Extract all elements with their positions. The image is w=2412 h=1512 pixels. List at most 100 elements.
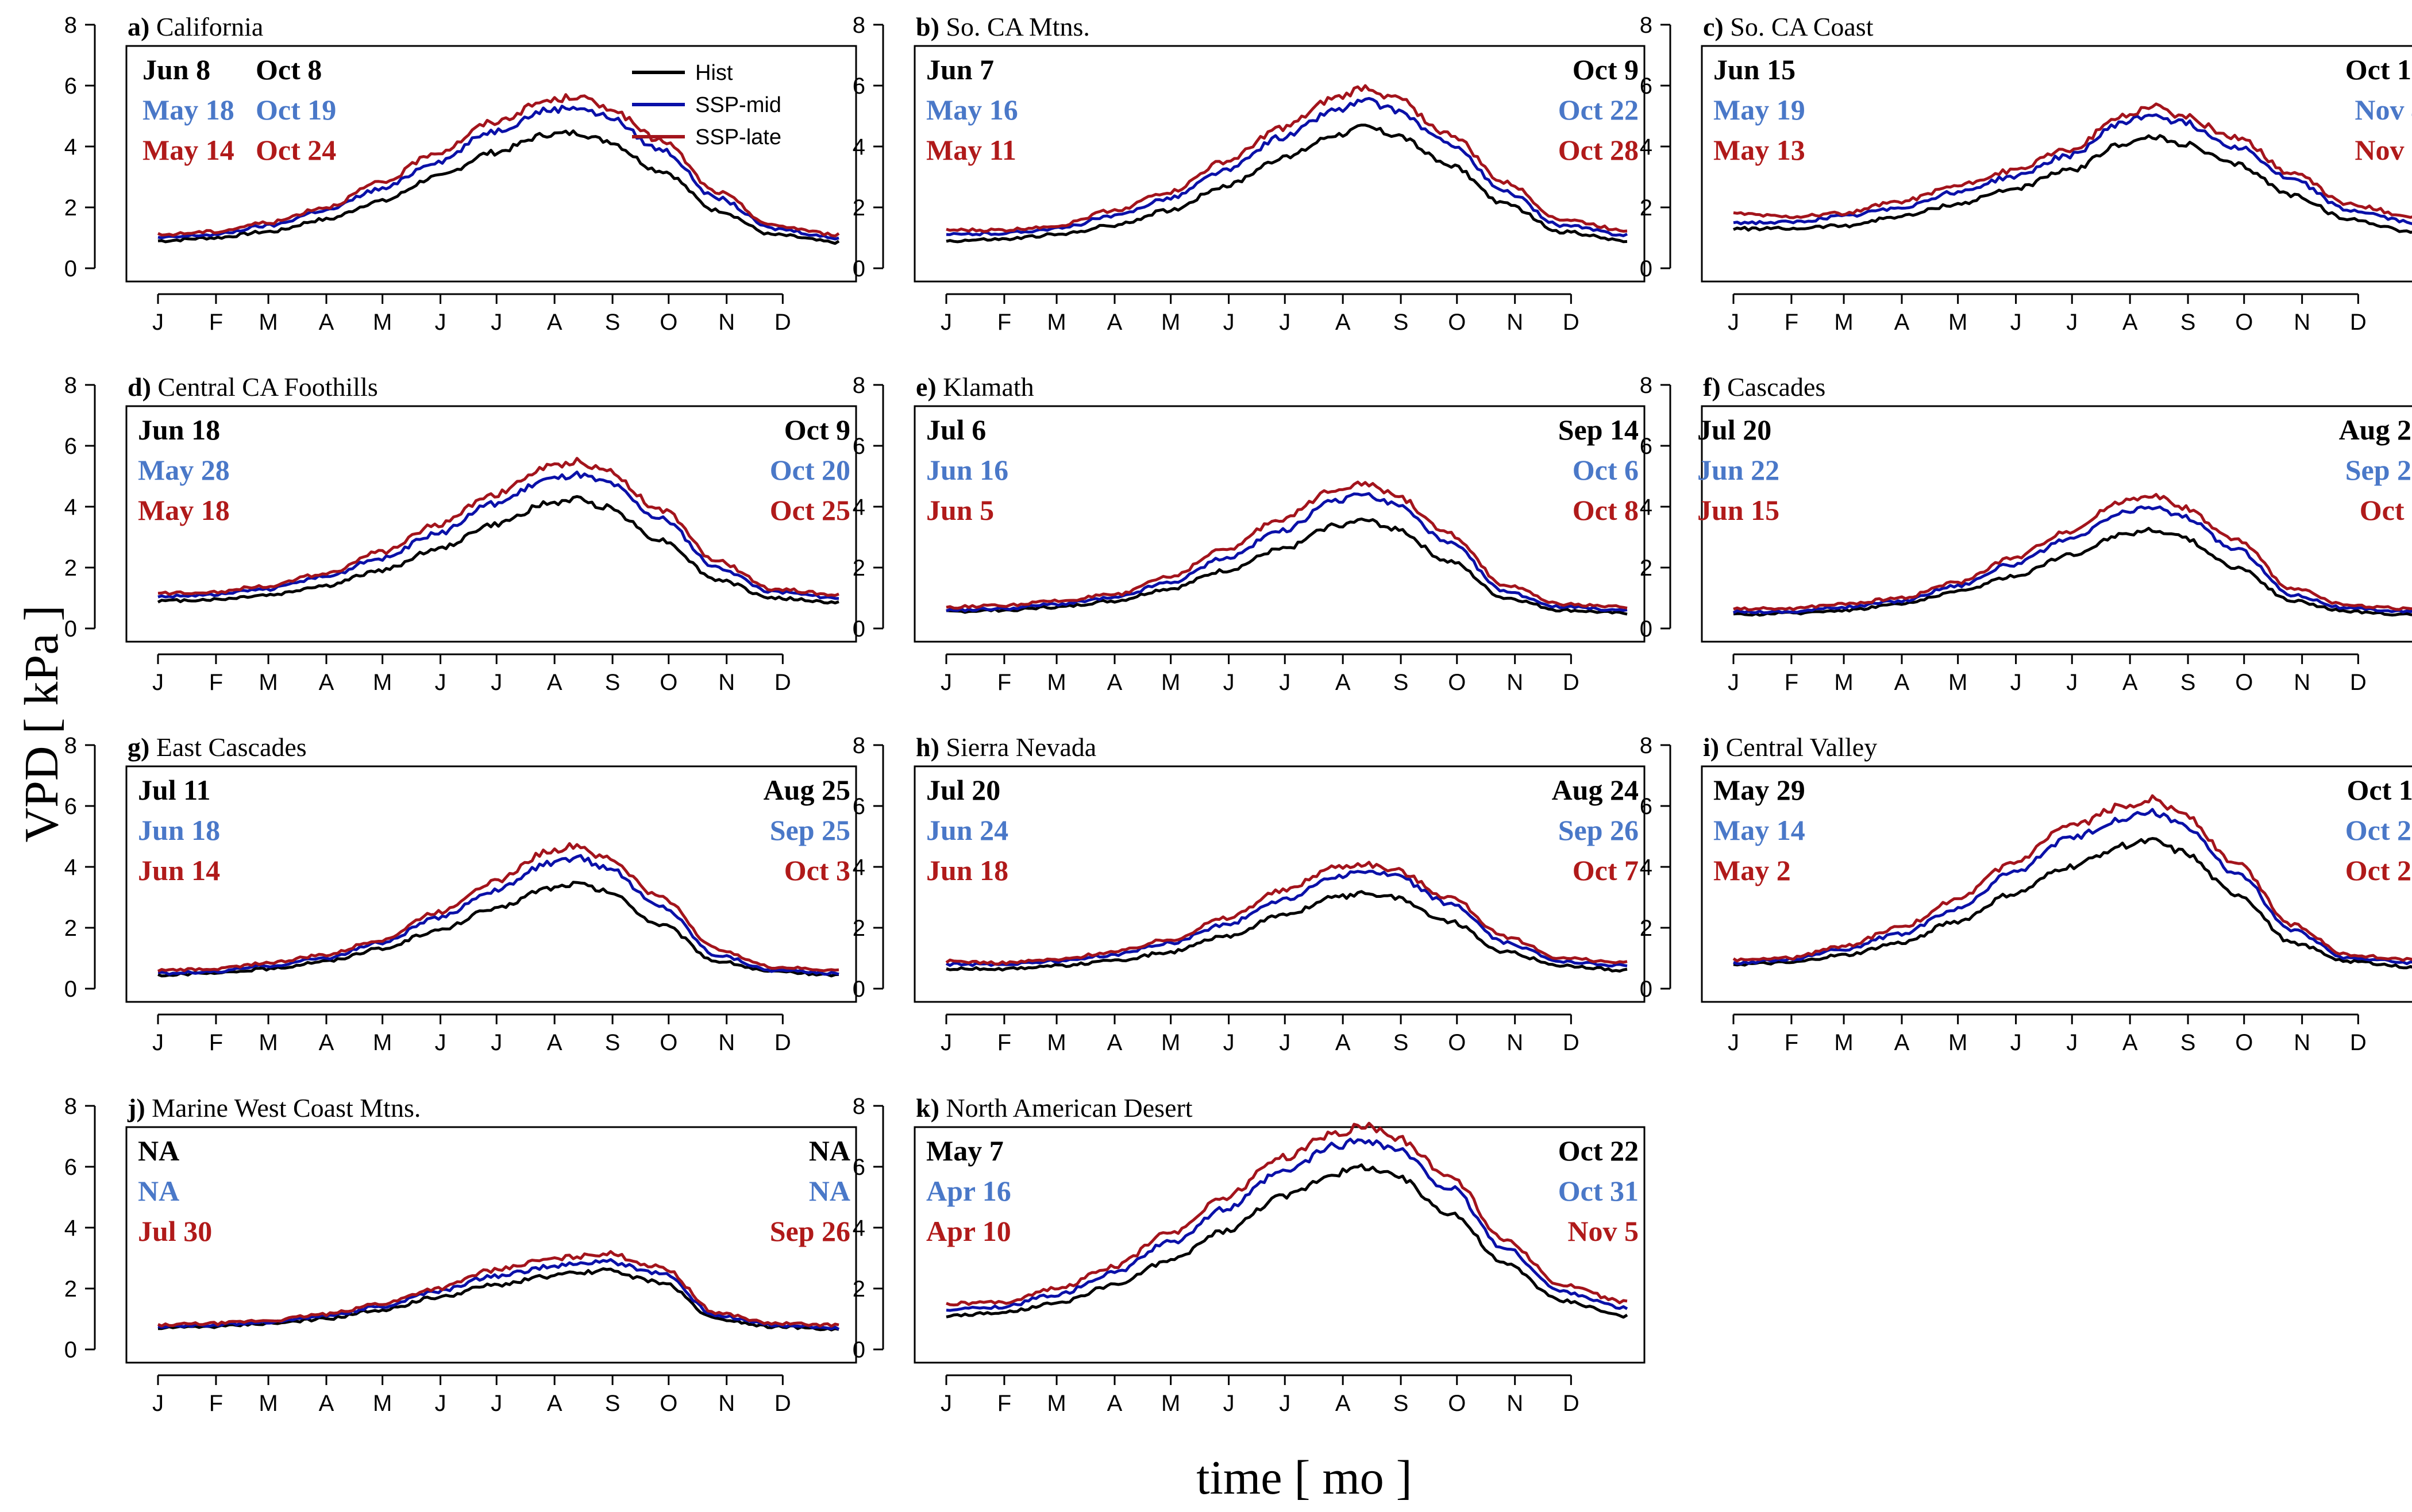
y-tick-label: 4 (1640, 134, 1652, 160)
onset-date-label: May 13 (1713, 134, 1805, 166)
x-tick-label: A (1894, 670, 1910, 695)
panel-title: i) Central Valley (1703, 732, 1877, 762)
x-tick-label: A (2122, 1030, 2138, 1055)
x-tick-label: O (2235, 670, 2253, 695)
panel: e) Klamath 0 2 4 6 8 J F M A M J J A S O N D Jul 6 Jun 16 Ju… (853, 372, 1646, 695)
panel-title: b) So. CA Mtns. (916, 12, 1090, 41)
x-tick-label: N (718, 670, 735, 695)
onset-date-label: Jun 18 (138, 414, 220, 446)
x-tick-label: J (435, 1391, 446, 1416)
x-tick-label: N (2294, 670, 2310, 695)
x-tick-label: D (2350, 1030, 2367, 1055)
onset-date-label: Jun 18 (138, 814, 220, 846)
y-tick-label: 2 (64, 1276, 77, 1302)
end-date-label: Sep 25 (770, 814, 850, 846)
x-tick-label: J (941, 670, 952, 695)
x-tick-label: M (259, 310, 278, 335)
onset-date-label: May 28 (138, 454, 230, 486)
y-tick-label: 4 (853, 1216, 865, 1241)
series-line-ssp-mid (157, 470, 839, 600)
x-tick-label: O (660, 670, 677, 695)
y-tick-label: 4 (1640, 855, 1652, 880)
x-tick-label: M (1161, 310, 1180, 335)
x-tick-label: J (1279, 1391, 1290, 1416)
panel-letter: k) (916, 1093, 946, 1123)
legend-label: SSP-mid (695, 93, 781, 117)
end-date-label: Oct 22 (1558, 94, 1639, 126)
x-tick-label: J (435, 1030, 446, 1055)
y-tick-label: 2 (853, 556, 865, 581)
series-line-ssp-late (157, 93, 840, 238)
y-tick-label: 8 (1640, 733, 1652, 758)
x-tick-label: J (2066, 310, 2078, 335)
y-tick-label: 4 (64, 1216, 77, 1241)
plot-frame (125, 405, 857, 643)
panel-title: k) North American Desert (916, 1093, 1193, 1123)
end-date-label: Oct 3 (2360, 494, 2412, 526)
end-date-label: Oct 25 (770, 494, 850, 526)
series-line-ssp-late (1733, 102, 2412, 219)
panel-title-text: So. CA Coast (1730, 12, 1873, 41)
series-line-hist (946, 517, 1628, 616)
x-tick-label: J (1279, 670, 1290, 695)
onset-date-label: Jun 15 (1713, 53, 1795, 86)
y-tick-label: 6 (64, 74, 77, 99)
end-date-label: Nov 8 (2355, 134, 2412, 166)
y-tick-label: 2 (853, 195, 865, 221)
x-tick-label: M (373, 310, 392, 335)
x-tick-label: J (435, 670, 446, 695)
y-tick-label: 2 (1640, 916, 1652, 941)
y-tick-label: 4 (64, 855, 77, 880)
panel: k) North American Desert 0 2 4 6 8 J F M A M J J A S O N… (853, 1093, 1646, 1416)
x-tick-label: J (1223, 1391, 1235, 1416)
series-line-ssp-late (946, 1121, 1628, 1307)
plot-frame (1701, 45, 2412, 283)
y-axis-title: VPD [ kPa ] (15, 605, 68, 843)
series-line-ssp-late (946, 480, 1628, 610)
panel-letter: a) (128, 12, 156, 41)
series-line-ssp-late (946, 84, 1628, 233)
onset-date-label: May 16 (926, 94, 1018, 126)
x-tick-label: M (1161, 1030, 1180, 1055)
onset-date-label: May 14 (142, 134, 234, 166)
series-line-ssp-late (157, 842, 839, 973)
panel: a) California 0 2 4 6 8 J F M A M J J A S O N D Jun 8 May 1… (64, 12, 857, 335)
end-date-label: Oct 13 (2345, 53, 2412, 86)
panel-letter: g) (128, 732, 156, 762)
series-line-ssp-mid (946, 1137, 1628, 1312)
x-tick-label: N (1506, 1391, 1523, 1416)
onset-date-label: May 7 (926, 1135, 1004, 1167)
end-date-label: Oct 7 (1573, 854, 1639, 886)
x-tick-label: M (259, 1030, 278, 1055)
y-tick-label: 2 (853, 1276, 865, 1302)
x-tick-label: J (2010, 1030, 2022, 1055)
x-tick-label: N (718, 1391, 735, 1416)
end-date-label: Sep 14 (1558, 414, 1639, 446)
panel-letter: h) (916, 732, 946, 762)
plot-frame (914, 1126, 1646, 1364)
onset-date-label: May 18 (142, 94, 234, 126)
x-tick-label: F (997, 670, 1011, 695)
x-tick-label: M (1948, 310, 1967, 335)
x-tick-label: D (1563, 1030, 1579, 1055)
panel-title: h) Sierra Nevada (916, 732, 1096, 762)
series-line-hist (157, 881, 839, 978)
x-tick-label: J (1279, 1030, 1290, 1055)
y-tick-label: 8 (64, 1094, 77, 1119)
x-tick-label: S (605, 1030, 621, 1055)
onset-date-label: May 14 (1713, 814, 1805, 846)
panel-title: c) So. CA Coast (1703, 12, 1874, 41)
onset-date-label: Apr 16 (926, 1175, 1011, 1207)
legend-label: SSP-late (695, 125, 781, 149)
onset-date-label: Jun 24 (926, 814, 1008, 846)
series-line-ssp-late (157, 457, 839, 597)
series-line-hist (1733, 527, 2412, 617)
panel: b) So. CA Mtns. 0 2 4 6 8 J F M A M J J A S O N D Jun 7 May… (853, 12, 1646, 335)
x-tick-label: A (1335, 1030, 1351, 1055)
x-tick-label: D (775, 670, 791, 695)
x-tick-label: F (997, 1030, 1011, 1055)
x-tick-label: A (1335, 310, 1351, 335)
series-line-hist (946, 1163, 1628, 1319)
x-tick-label: M (1047, 1391, 1066, 1416)
x-tick-label: M (373, 1391, 392, 1416)
